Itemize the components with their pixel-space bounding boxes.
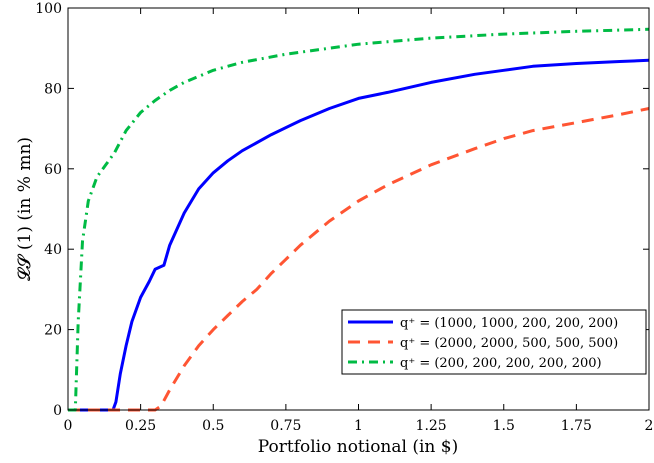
y-tick-label: 80 xyxy=(44,81,62,97)
legend-label-3: q⁺ = (200, 200, 200, 200, 200) xyxy=(400,356,602,371)
y-tick-label: 20 xyxy=(44,323,62,339)
y-tick-label: 40 xyxy=(44,242,62,258)
legend: q⁺ = (1000, 1000, 200, 200, 200) q⁺ = (20… xyxy=(341,309,647,375)
x-axis: 0 0.25 0.5 0.75 1 1.25 1.5 1.75 2 xyxy=(64,8,654,434)
series-layer xyxy=(68,27,650,412)
y-axis: 0 20 40 60 80 100 xyxy=(35,1,649,419)
y-tick-label: 100 xyxy=(35,1,62,17)
y-axis-label: 𝓛𝓢 (1) (in % mn) xyxy=(15,137,35,281)
legend-label-1: q⁺ = (1000, 1000, 200, 200, 200) xyxy=(400,316,618,331)
y-tick-label: 60 xyxy=(44,162,62,178)
x-tick-label: 1.75 xyxy=(561,418,592,434)
x-tick-label: 0.25 xyxy=(125,418,156,434)
x-tick-label: 0.5 xyxy=(202,418,224,434)
legend-label-2: q⁺ = (2000, 2000, 500, 500, 500) xyxy=(400,336,618,351)
x-tick-label: 1 xyxy=(354,418,363,434)
y-tick-label: 0 xyxy=(53,403,62,419)
x-tick-label: 1.5 xyxy=(493,418,515,434)
series-line-2 xyxy=(68,107,650,412)
x-tick-label: 2 xyxy=(645,418,654,434)
x-tick-label: 0 xyxy=(64,418,73,434)
series-line-1 xyxy=(68,58,650,412)
legend-entries: q⁺ = (1000, 1000, 200, 200, 200) q⁺ = (20… xyxy=(348,316,618,371)
x-tick-label: 0.75 xyxy=(270,418,301,434)
x-axis-label: Portfolio notional (in $) xyxy=(258,437,458,457)
x-tick-label: 1.25 xyxy=(416,418,447,434)
series-line-3 xyxy=(68,27,650,412)
